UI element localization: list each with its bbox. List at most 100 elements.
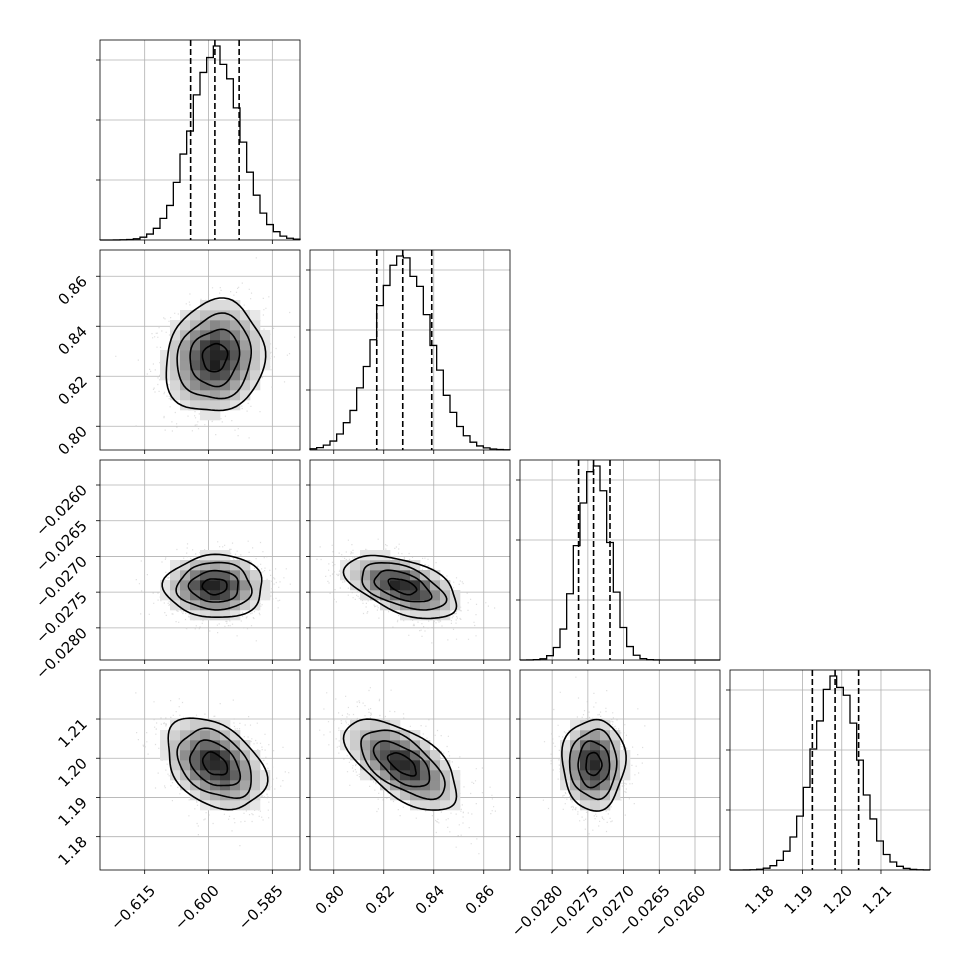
density-cell bbox=[250, 770, 261, 781]
density-cell bbox=[410, 590, 421, 601]
density-cell bbox=[430, 590, 441, 601]
density-cell bbox=[240, 740, 251, 751]
panel-frame bbox=[99, 459, 301, 661]
density-cell bbox=[580, 740, 591, 751]
density-cell bbox=[390, 560, 401, 571]
density-cell bbox=[410, 570, 421, 581]
x-tick-label: −0.600 bbox=[171, 882, 223, 934]
density-cell bbox=[180, 350, 191, 361]
density-cell bbox=[600, 760, 611, 771]
density-cell bbox=[220, 790, 231, 801]
density-cell bbox=[580, 720, 591, 731]
density-cell bbox=[200, 400, 211, 411]
density-cell bbox=[440, 770, 451, 781]
density-cell bbox=[180, 720, 191, 731]
density-cell bbox=[580, 800, 591, 811]
density-cell bbox=[380, 740, 391, 751]
density-cell bbox=[250, 330, 261, 341]
density-cell bbox=[380, 780, 391, 791]
density-cell bbox=[170, 360, 181, 371]
panel-frame bbox=[99, 669, 301, 871]
density-cell bbox=[560, 750, 571, 761]
contour-2 bbox=[176, 312, 252, 400]
histogram-step-0 bbox=[99, 45, 301, 241]
density-cell bbox=[360, 750, 371, 761]
density-cell bbox=[240, 310, 251, 321]
density-cell bbox=[200, 380, 211, 391]
contour-3 bbox=[167, 717, 269, 811]
density-cell bbox=[180, 340, 191, 351]
density-cell bbox=[230, 770, 241, 781]
density-cell bbox=[380, 600, 391, 611]
density-cell bbox=[190, 570, 201, 581]
density-cell bbox=[390, 600, 401, 611]
density-cell bbox=[240, 390, 251, 401]
density-cell bbox=[210, 390, 221, 401]
density-cell bbox=[560, 780, 571, 791]
panel-frame bbox=[519, 459, 721, 661]
density-cell bbox=[160, 590, 171, 601]
density-cell bbox=[620, 750, 631, 761]
density-cell bbox=[370, 570, 381, 581]
density-cell bbox=[240, 330, 251, 341]
density-cell bbox=[260, 590, 271, 601]
density-cell bbox=[430, 790, 441, 801]
x-tick-label: 1.20 bbox=[820, 882, 856, 918]
density-cell bbox=[190, 320, 201, 331]
density-cell bbox=[260, 330, 271, 341]
density-cell bbox=[350, 740, 361, 751]
density-cell bbox=[200, 760, 211, 771]
density-cell bbox=[350, 720, 361, 731]
density-cell bbox=[610, 740, 621, 751]
density-cell bbox=[250, 600, 261, 611]
density-cell bbox=[370, 560, 381, 571]
contour-2 bbox=[175, 561, 253, 611]
density-cell bbox=[250, 340, 261, 351]
density-cell bbox=[240, 370, 251, 381]
density-cell bbox=[600, 770, 611, 781]
contour-2 bbox=[361, 561, 448, 611]
density-cell bbox=[230, 800, 241, 811]
density-cell bbox=[570, 770, 581, 781]
density-cell bbox=[240, 780, 251, 791]
density-cell bbox=[600, 750, 611, 761]
density-cell bbox=[190, 740, 201, 751]
contour-1 bbox=[577, 740, 611, 789]
density-cell bbox=[170, 770, 181, 781]
contour-1 bbox=[372, 740, 431, 788]
density-cell bbox=[370, 760, 381, 771]
density-cell bbox=[410, 800, 421, 811]
density-cell bbox=[560, 760, 571, 771]
density-cell bbox=[600, 800, 611, 811]
density-cell bbox=[210, 380, 221, 391]
density-cell bbox=[590, 730, 601, 741]
y-tick-label: 0.80 bbox=[54, 422, 90, 458]
density-cell bbox=[420, 600, 431, 611]
density-cell bbox=[590, 790, 601, 801]
density-cell bbox=[570, 790, 581, 801]
density-cell bbox=[380, 560, 391, 571]
density-cell bbox=[240, 600, 251, 611]
density-cell bbox=[430, 780, 441, 791]
density-cell bbox=[440, 800, 451, 811]
density-cell bbox=[160, 740, 171, 751]
density-cell bbox=[590, 760, 601, 771]
density-cell bbox=[450, 800, 461, 811]
contour-2 bbox=[568, 728, 618, 801]
density-cell bbox=[560, 740, 571, 751]
density-cell bbox=[440, 600, 451, 611]
density-cell bbox=[200, 800, 211, 811]
density-cell bbox=[220, 350, 231, 361]
density-cell bbox=[190, 380, 201, 391]
density-cell bbox=[220, 580, 231, 591]
density-cell bbox=[430, 600, 441, 611]
density-cell bbox=[390, 740, 401, 751]
density-cell bbox=[190, 720, 201, 731]
density-cell bbox=[220, 310, 231, 321]
density-cell bbox=[420, 790, 431, 801]
density-cell bbox=[240, 380, 251, 391]
density-cell bbox=[200, 310, 211, 321]
density-cell bbox=[390, 730, 401, 741]
contour-1 bbox=[189, 328, 241, 388]
